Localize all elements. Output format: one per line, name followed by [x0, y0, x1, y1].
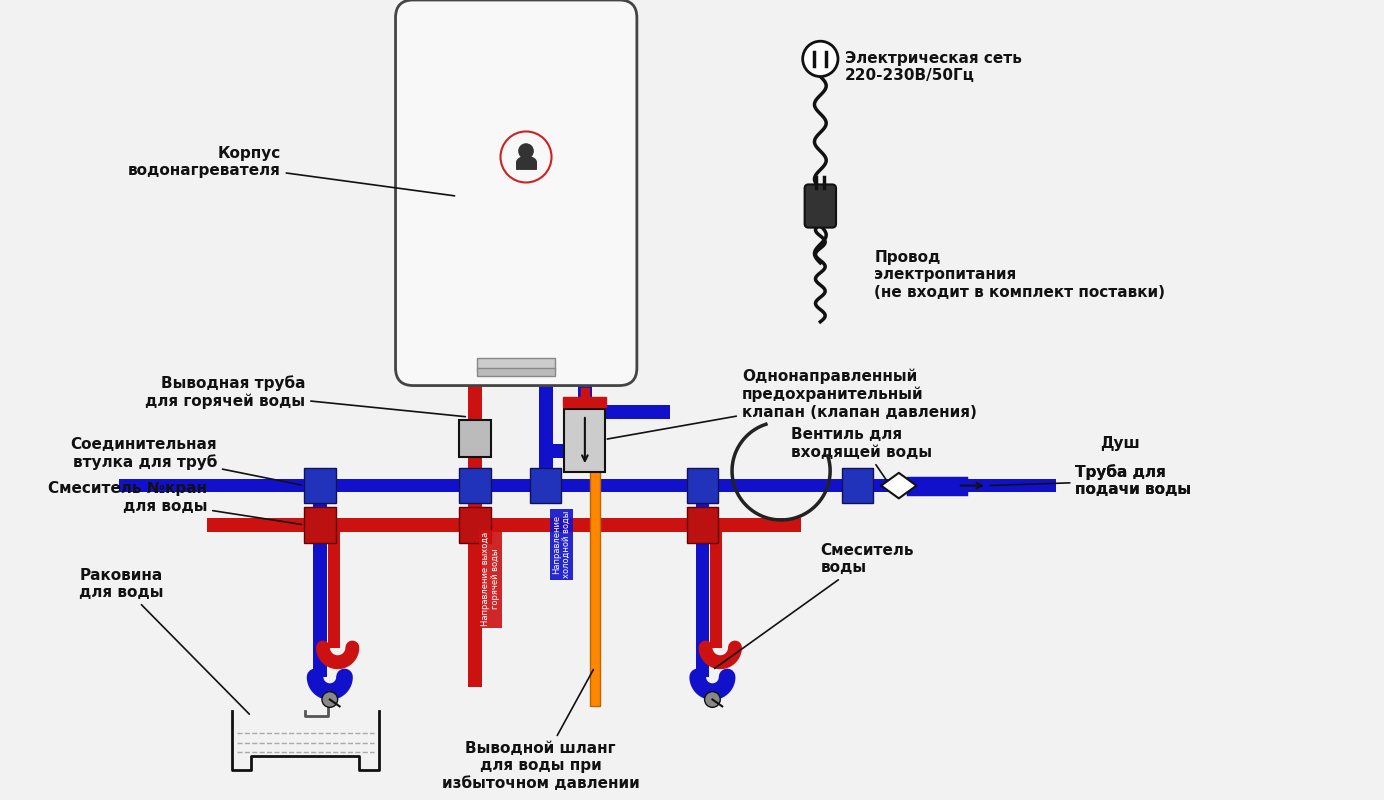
Text: Труба для
подачи воды: Труба для подачи воды	[1075, 464, 1192, 498]
Bar	[841, 468, 873, 503]
FancyBboxPatch shape	[459, 420, 491, 457]
Bar	[313, 486, 327, 677]
Bar	[328, 525, 339, 647]
Text: Корпус
водонагревателя: Корпус водонагревателя	[127, 146, 454, 196]
Bar	[459, 468, 491, 503]
Bar	[468, 368, 482, 686]
Text: Выводная труба
для горячей воды: Выводная труба для горячей воды	[145, 375, 465, 417]
Bar	[552, 445, 585, 458]
Circle shape	[518, 143, 534, 159]
Text: Направление
холодной воды: Направление холодной воды	[552, 511, 572, 578]
Text: Однонаправленный
предохранительный
клапан (клапан давления): Однонаправленный предохранительный клапа…	[608, 369, 977, 439]
Text: Направление выхода
горячей воды: Направление выхода горячей воды	[482, 532, 501, 626]
Bar	[710, 525, 722, 647]
Text: Труба для
подачи воды: Труба для подачи воды	[990, 464, 1192, 498]
Bar	[686, 468, 718, 503]
Bar	[477, 368, 555, 376]
Text: Провод
электропитания
(не входит в комплект поставки): Провод электропитания (не входит в компл…	[875, 250, 1165, 299]
Bar	[477, 358, 555, 370]
Bar	[304, 507, 336, 542]
Text: Смеситель №кран
для воды: Смеситель №кран для воды	[48, 481, 302, 525]
Bar	[538, 368, 552, 500]
Text: Вентиль для
входящей воды: Вентиль для входящей воды	[790, 427, 931, 496]
Bar	[696, 486, 710, 677]
Text: Раковина
для воды: Раковина для воды	[79, 567, 249, 714]
Text: Электрическая сеть
220-230В/50Гц: Электрическая сеть 220-230В/50Гц	[844, 51, 1021, 83]
Bar	[579, 359, 592, 412]
Text: Выводной шланг
для воды при
избыточном давлении: Выводной шланг для воды при избыточном д…	[441, 670, 639, 790]
Bar	[459, 507, 491, 542]
Bar	[304, 468, 336, 503]
Circle shape	[322, 692, 338, 707]
Bar	[208, 518, 801, 532]
Bar	[530, 468, 562, 503]
Bar	[563, 398, 606, 407]
FancyBboxPatch shape	[565, 409, 605, 472]
Bar	[686, 507, 718, 542]
FancyBboxPatch shape	[396, 0, 637, 386]
FancyBboxPatch shape	[804, 185, 836, 228]
Text: Соединительная
втулка для труб: Соединительная втулка для труб	[71, 437, 302, 485]
Bar	[581, 387, 588, 399]
Bar	[592, 405, 670, 419]
Bar	[590, 471, 599, 706]
Circle shape	[704, 692, 720, 707]
Polygon shape	[882, 473, 916, 498]
Circle shape	[501, 131, 551, 182]
Circle shape	[803, 42, 837, 77]
Text: Смеситель
воды: Смеситель воды	[714, 543, 913, 669]
Text: Душ: Душ	[1100, 436, 1139, 451]
Bar	[119, 478, 1056, 493]
